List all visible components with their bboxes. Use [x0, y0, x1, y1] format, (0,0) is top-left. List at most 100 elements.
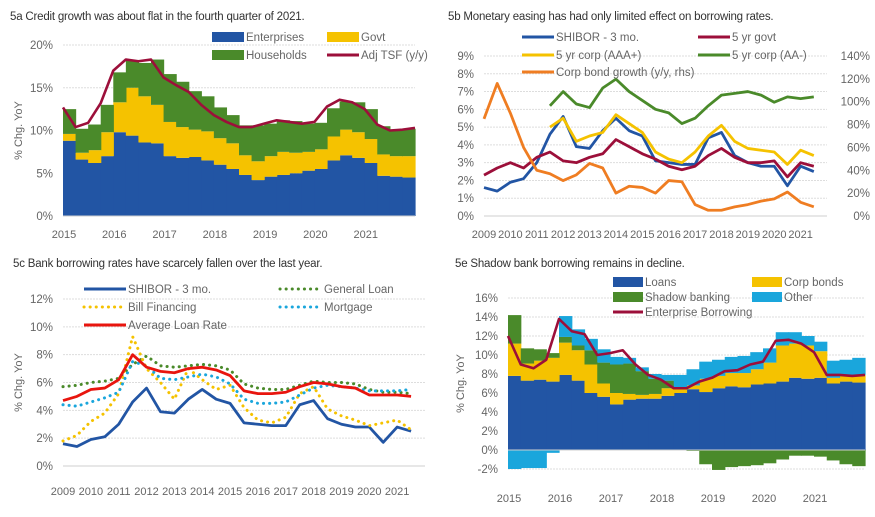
area-segment: [327, 160, 341, 216]
area-segment: [100, 104, 114, 133]
area-segment: [610, 364, 624, 393]
area-segment: [788, 450, 802, 456]
area-segment: [389, 129, 404, 157]
legend-item-other: Other: [752, 292, 813, 304]
series-shadow-banking: [508, 315, 866, 470]
y-tick-label: 12%: [475, 331, 498, 343]
area-segment: [188, 157, 202, 216]
area-segment: [763, 362, 777, 384]
area-segment: [251, 125, 265, 162]
area-segment: [352, 102, 366, 133]
area-segment: [584, 364, 598, 393]
area-segment: [301, 123, 316, 152]
series-line-shibor-3-mo: [62, 386, 412, 448]
y-tick-label: 8%: [481, 369, 498, 381]
area-segment: [314, 149, 328, 169]
series-line-5-yr-govt: [483, 138, 815, 179]
area-segment: [226, 168, 240, 216]
area-segment: [100, 132, 114, 157]
y-tick-label: 2%: [481, 426, 498, 438]
area-segment: [839, 375, 853, 382]
y-tick-label: 9%: [457, 51, 474, 63]
chart-title: 5c Bank borrowing rates have scarcely fa…: [13, 258, 323, 270]
area-segment: [622, 393, 637, 400]
area-segment: [151, 59, 165, 105]
area-segment: [327, 108, 341, 137]
x-tick-label: 2018: [709, 229, 733, 241]
area-segment: [176, 81, 190, 128]
legend-item-shadow-banking: Shadow banking: [613, 292, 730, 304]
area-segment: [201, 96, 215, 132]
area-segment: [113, 132, 127, 216]
area-segment: [712, 388, 726, 450]
area-segment: [661, 388, 675, 396]
area-segment: [213, 107, 228, 139]
legend-label: 5 yr corp (AAA+): [556, 50, 641, 62]
area-segment: [520, 450, 535, 469]
x-tick-label: 2021: [385, 486, 409, 498]
y-tick-label: -2%: [478, 464, 498, 476]
x-tick-label: 2020: [762, 229, 786, 241]
area-segment: [176, 157, 190, 216]
y-tick-label: 8%: [457, 69, 474, 81]
area-segment: [750, 384, 764, 450]
legend-swatch: [752, 292, 782, 302]
y-tick-label: 1%: [457, 193, 474, 205]
series-line-general-loan: [61, 354, 413, 396]
area-segment: [75, 152, 89, 160]
y2-tick-label: 60%: [847, 142, 870, 154]
legend-item-general-loan: General Loan: [278, 284, 394, 296]
area-segment: [559, 342, 573, 375]
legend-item-govt: Govt: [327, 32, 386, 44]
x-tick-label: 2016: [246, 486, 270, 498]
area-segment: [737, 387, 751, 450]
area-segment: [239, 174, 253, 216]
series-enterprises: [63, 132, 416, 216]
area-segment: [852, 357, 866, 375]
area-segment: [597, 383, 611, 397]
area-segment: [389, 156, 404, 177]
chart-title: 5b Monetary easing has had only limited …: [448, 11, 774, 23]
area-segment: [801, 450, 815, 456]
y-tick-label: 4%: [457, 140, 474, 152]
area-segment: [289, 173, 303, 216]
x-tick-label: 2017: [152, 229, 176, 241]
x-tick-label: 2011: [525, 229, 549, 241]
legend-item-enterprises: Enterprises: [212, 32, 304, 44]
area-segment: [826, 377, 841, 384]
area-segment: [571, 380, 586, 450]
area-segment: [402, 156, 416, 178]
y-tick-label: 6%: [36, 378, 53, 390]
area-segment: [826, 383, 841, 450]
area-segment: [724, 373, 739, 387]
area-segment: [814, 341, 828, 352]
area-segment: [389, 176, 404, 216]
area-segment: [724, 356, 739, 374]
area-segment: [699, 392, 713, 450]
area-segment: [801, 345, 815, 379]
y-tick-label: 16%: [475, 293, 498, 305]
area-segment: [699, 378, 713, 393]
area-segment: [648, 398, 662, 450]
chart-5e: -2% 0% 2% 4% 6% 8% 10% 12% 14% 16% 2015 2016 2017 201…: [455, 277, 866, 505]
x-tick-label: 2015: [52, 229, 76, 241]
legend-item-loans: Loans: [613, 277, 677, 289]
area-segment: [610, 393, 624, 405]
area-segment: [226, 115, 240, 144]
x-tick-label: 2019: [253, 229, 277, 241]
legend-label: Loans: [645, 277, 677, 289]
area-segment: [239, 125, 253, 156]
y-tick-label: 2%: [457, 175, 474, 187]
area-segment: [648, 378, 662, 394]
x-tick-label: 2016: [656, 229, 680, 241]
legend-label: Corp bonds: [784, 277, 844, 289]
series-govt: [63, 87, 416, 181]
area-segment: [775, 381, 790, 450]
legend-item-5-yr-govt: 5 yr govt: [698, 32, 777, 44]
x-tick-label: 2019: [701, 493, 725, 505]
y-tick-label: 0%: [457, 211, 474, 223]
area-segment: [520, 380, 535, 450]
x-tick-label: 2021: [353, 229, 377, 241]
area-segment: [826, 450, 841, 461]
y2-tick-label: 40%: [847, 165, 870, 177]
